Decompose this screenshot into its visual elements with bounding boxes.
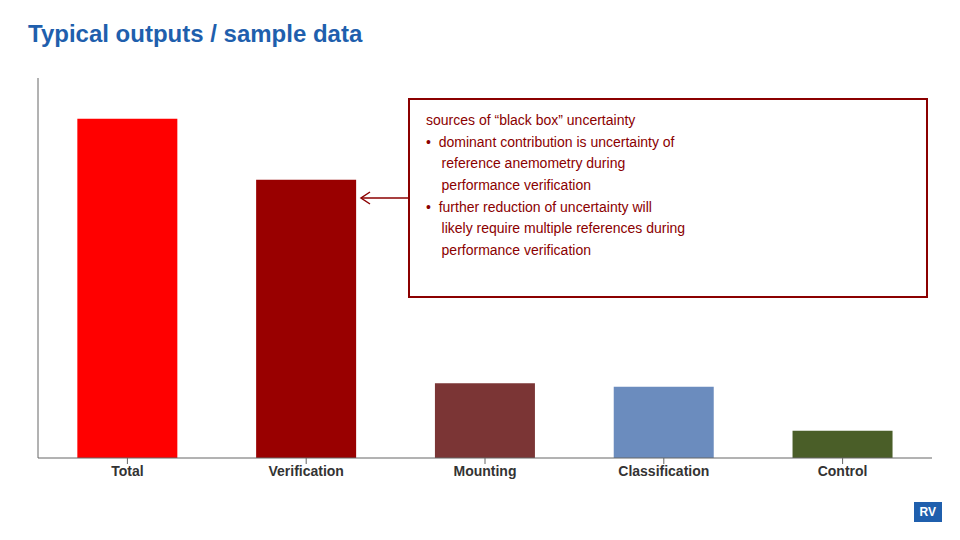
svg-text:Mounting: Mounting [454,463,517,479]
svg-text:Control: Control [818,463,868,479]
html-text:• further reduction of uncerta: • further reduction of uncertainty will [426,198,652,215]
html-text:• dominant contribution is unc: • dominant contribution is uncertainty o… [426,133,675,150]
html-text:likely require multiple refere: likely require multiple references durin… [426,220,686,237]
html-text:RV: RV [919,505,936,519]
html-text:Typical outputs / sample data: Typical outputs / sample data [28,20,363,47]
html-text:performance verification: performance verification [426,242,591,259]
html-text:reference anemometry during: reference anemometry during [426,155,626,172]
html-text:performance verification: performance verification [426,177,591,194]
html-text:sources of “black box” uncerta: sources of “black box” uncertainty [426,112,636,128]
svg-text:Total: Total [111,463,143,479]
svg-text:Verification: Verification [268,463,343,479]
svg-text:Classification: Classification [618,463,709,479]
